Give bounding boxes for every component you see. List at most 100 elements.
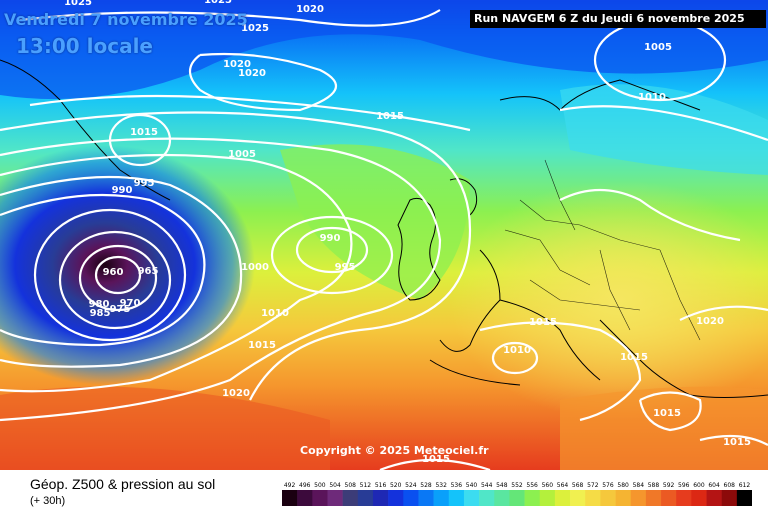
isobar-label: 1020 — [223, 59, 251, 70]
scale-value: 540 — [466, 482, 478, 489]
isobar-label: 995 — [335, 262, 356, 273]
scale-value: 600 — [693, 482, 705, 489]
scale-value: 584 — [633, 482, 645, 489]
scale-swatch — [494, 490, 510, 506]
scale-swatch — [661, 490, 677, 506]
weather-map: 1025 102510201025102010201015100510159909… — [0, 0, 768, 470]
scale-value: 576 — [602, 482, 614, 489]
scale-swatch — [570, 490, 586, 506]
scale-swatch — [479, 490, 495, 506]
scale-value: 604 — [708, 482, 720, 489]
scale-value: 548 — [496, 482, 508, 489]
isobar-label: 1015 — [376, 111, 404, 122]
isobar-label: 1025 — [64, 0, 92, 8]
isobar-label: 1005 — [644, 42, 672, 53]
scale-value: 588 — [648, 482, 660, 489]
scale-swatch — [554, 490, 571, 506]
scale-swatch — [630, 490, 647, 506]
isobar-label: 1025 — [241, 23, 269, 34]
scale-swatch — [372, 490, 389, 506]
scale-swatch — [463, 490, 480, 506]
scale-value: 524 — [405, 482, 417, 489]
scale-swatch — [615, 490, 632, 506]
scale-value: 592 — [663, 482, 675, 489]
isobar-label: 990 — [320, 233, 341, 244]
scale-swatch — [297, 490, 313, 506]
isobar-label: 1015 — [248, 340, 276, 351]
isobar-label: 1010 — [503, 345, 531, 356]
isobar-label: 1015 — [653, 408, 681, 419]
coastlines — [0, 59, 768, 398]
scale-swatch — [691, 490, 707, 506]
scale-value: 612 — [739, 482, 751, 489]
scale-value: 504 — [329, 482, 341, 489]
scale-swatch — [585, 490, 601, 506]
scale-value: 552 — [511, 482, 523, 489]
isobar-label: 1015 — [422, 454, 450, 465]
isobar-label: 1020 — [222, 388, 250, 399]
scale-value: 556 — [526, 482, 538, 489]
isobar-label: 965 — [138, 266, 159, 277]
scale-swatch — [600, 490, 616, 506]
scale-swatch — [448, 490, 465, 506]
scale-value: 500 — [314, 482, 326, 489]
scale-swatch — [524, 490, 541, 506]
isobar-label: 1015 — [723, 437, 751, 448]
model-run-banner: Run NAVGEM 6 Z du Jeudi 6 novembre 2025 — [470, 10, 766, 28]
isobar-label: 1005 — [228, 149, 256, 160]
scale-value: 572 — [587, 482, 599, 489]
scale-swatch — [706, 490, 722, 506]
isobar-label: 1010 — [638, 92, 666, 103]
isobar-label: 1020 — [696, 316, 724, 327]
isobar-label: 960 — [103, 267, 124, 278]
isobar-label: 1015 — [130, 127, 158, 138]
isobar-label: 985 — [90, 308, 111, 319]
legend-subtitle: (+ 30h) — [30, 495, 66, 507]
scale-value: 564 — [557, 482, 569, 489]
forecast-time: 13:00 locale — [16, 34, 153, 58]
isobar-label: 1020 — [238, 68, 266, 79]
scale-value: 512 — [360, 482, 372, 489]
scale-value: 536 — [451, 482, 463, 489]
isobar-label: 1015 — [529, 317, 557, 328]
scale-swatch — [282, 490, 298, 506]
scale-swatch — [676, 490, 692, 506]
isobar-label: 995 — [134, 178, 155, 189]
scale-value: 608 — [724, 482, 736, 489]
scale-value: 496 — [299, 482, 311, 489]
scale-value: 492 — [284, 482, 296, 489]
scale-swatch — [645, 490, 662, 506]
scale-value: 520 — [390, 482, 402, 489]
scale-value: 544 — [481, 482, 493, 489]
isobar-label: 1010 — [261, 308, 289, 319]
forecast-date: Vendredi 7 novembre 2025 — [4, 10, 248, 29]
isobar-label: 1015 — [620, 352, 648, 363]
copyright: Copyright © 2025 Meteociel.fr — [300, 444, 489, 457]
isobar-label: 1025 — [204, 0, 232, 6]
isobar-label: 990 — [112, 185, 133, 196]
legend-title: Géop. Z500 & pression au sol — [30, 476, 216, 492]
color-scale: 492 496 500 504 508 512 516 520 524 528 532 536 540 5… — [282, 482, 752, 506]
isobar-label: 980 — [89, 299, 110, 310]
isobar-label: 1020 — [296, 4, 324, 15]
scale-value: 596 — [678, 482, 690, 489]
scale-swatch — [433, 490, 450, 506]
scale-value: 568 — [572, 482, 584, 489]
scale-value: 528 — [420, 482, 432, 489]
country-borders — [504, 159, 701, 341]
scale-value: 560 — [542, 482, 554, 489]
scale-swatch — [403, 490, 419, 506]
scale-swatch — [539, 490, 556, 506]
scale-swatch — [721, 490, 738, 506]
scale-swatch — [342, 490, 359, 506]
scale-swatch — [327, 490, 343, 506]
scale-swatch — [418, 490, 434, 506]
scale-swatch — [509, 490, 525, 506]
scale-value: 532 — [435, 482, 447, 489]
scale-swatch — [388, 490, 404, 506]
scale-value: 508 — [345, 482, 357, 489]
scale-swatch — [312, 490, 328, 506]
isobar-label: 970 — [120, 298, 141, 309]
isobar-label: 975 — [110, 304, 131, 315]
